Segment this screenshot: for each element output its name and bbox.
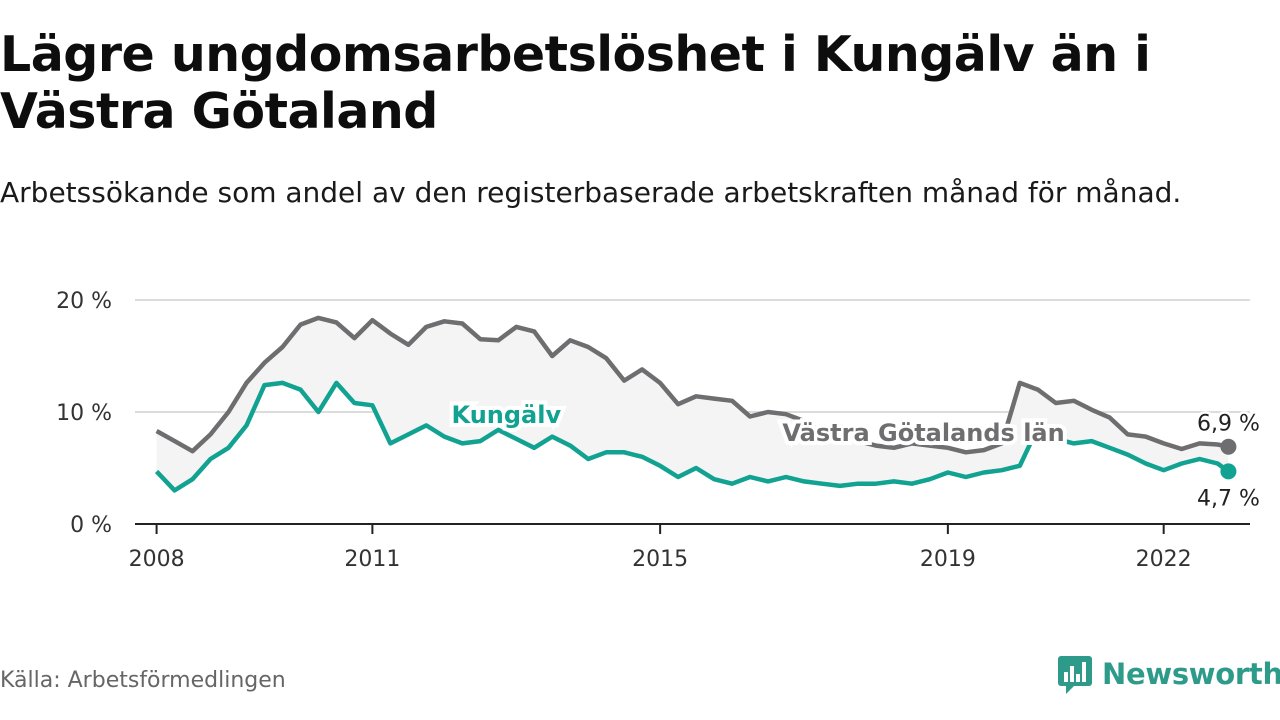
difference-band [156, 317, 1229, 491]
y-tick-label: 20 % [56, 289, 112, 314]
y-tick-label: 0 % [70, 513, 112, 538]
x-tick-label: 2019 [920, 547, 976, 572]
source-note: Källa: Arbetsförmedlingen [0, 668, 286, 693]
chart-subtitle: Arbetssökande som andel av den registerb… [0, 176, 1182, 209]
x-tick-label: 2022 [1136, 547, 1192, 572]
kungalv-line-end-marker [1220, 463, 1237, 480]
x-tick-label: 2011 [344, 547, 400, 572]
kungalv-series-label: Kungälv [452, 401, 562, 429]
brand-name: Newsworthy [1102, 657, 1280, 691]
vastra-gotaland-line-end-marker [1220, 438, 1237, 455]
vastra-end-label: 6,9 % [1197, 412, 1260, 437]
kungalv-line [154, 380, 1230, 493]
vastra-series-label: Västra Götalands län [782, 419, 1064, 447]
chart-title: Lägre ungdomsarbetslöshet i Kungälv än i… [0, 26, 1151, 140]
brand-logo[interactable]: Newsworthy [1058, 654, 1280, 694]
x-tick-label: 2008 [129, 547, 185, 572]
kungalv-end-label: 4,7 % [1197, 486, 1260, 511]
newsworthy-icon [1058, 656, 1092, 694]
vastra-gotaland-line [155, 315, 1229, 455]
y-tick-label: 10 % [56, 401, 112, 426]
x-tick-label: 2015 [632, 547, 688, 572]
